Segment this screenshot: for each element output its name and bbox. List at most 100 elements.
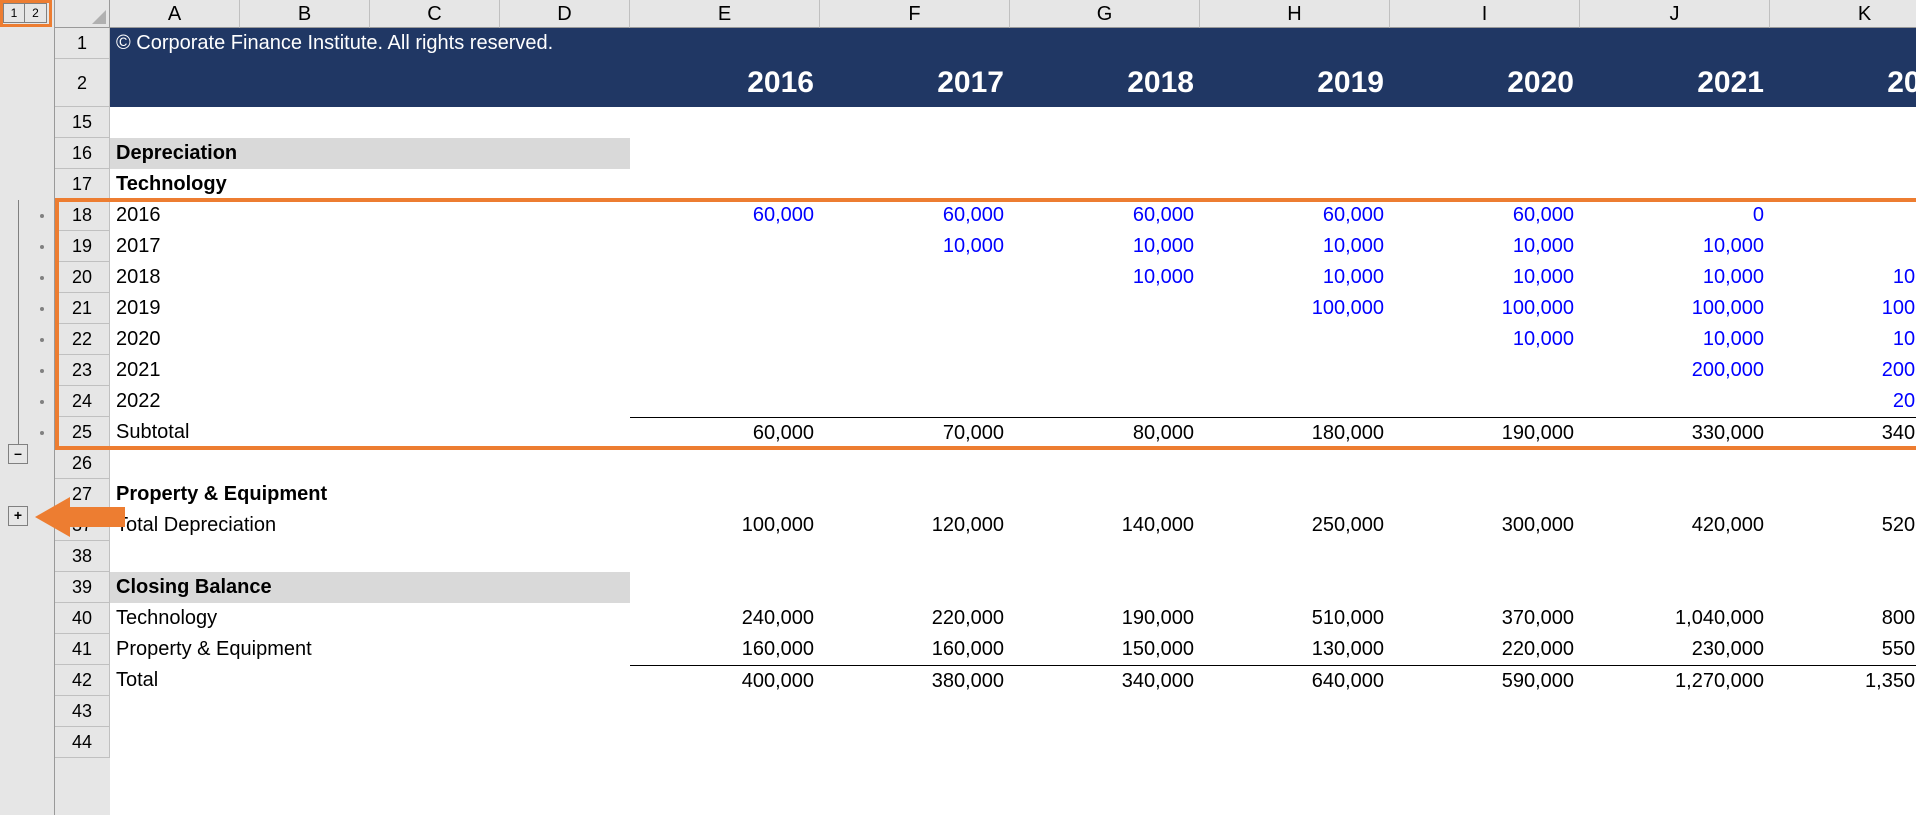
row-header-27[interactable]: 27 <box>55 479 110 510</box>
select-all-cell[interactable] <box>55 0 110 28</box>
row-header-17[interactable]: 17 <box>55 169 110 200</box>
closing-total-cell[interactable]: 400,000 <box>630 665 820 696</box>
value-cell[interactable]: 10,000 <box>1010 262 1200 293</box>
row-header-44[interactable]: 44 <box>55 727 110 758</box>
value-cell[interactable]: 10,000 <box>1390 324 1580 355</box>
year-header-2018[interactable]: 2018 <box>1010 59 1200 107</box>
subtotal-cell[interactable]: 330,000 <box>1580 417 1770 448</box>
value-cell[interactable]: 0 <box>1770 200 1916 231</box>
closing-pe-cell[interactable]: 220,000 <box>1390 634 1580 665</box>
value-cell[interactable]: 10,000 <box>1580 231 1770 262</box>
section-header-closing[interactable]: Closing Balance <box>110 572 630 603</box>
column-header-D[interactable]: D <box>500 0 630 28</box>
value-cell[interactable]: 60,000 <box>820 200 1010 231</box>
closing-total-label[interactable]: Total <box>110 665 630 696</box>
total-dep-cell[interactable]: 300,000 <box>1390 510 1580 541</box>
closing-pe-label[interactable]: Property & Equipment <box>110 634 630 665</box>
closing-total-cell[interactable]: 640,000 <box>1200 665 1390 696</box>
value-cell[interactable]: 60,000 <box>1200 200 1390 231</box>
subtotal-label[interactable]: Subtotal <box>110 417 630 448</box>
value-cell[interactable]: 100,000 <box>1200 293 1390 324</box>
closing-pe-cell[interactable]: 160,000 <box>630 634 820 665</box>
total-dep-cell[interactable]: 420,000 <box>1580 510 1770 541</box>
closing-tech-label[interactable]: Technology <box>110 603 630 634</box>
value-cell[interactable]: 60,000 <box>1390 200 1580 231</box>
closing-total-cell[interactable]: 340,000 <box>1010 665 1200 696</box>
year-label-2018[interactable]: 2018 <box>110 262 630 293</box>
year-label-2020[interactable]: 2020 <box>110 324 630 355</box>
total-dep-cell[interactable]: 120,000 <box>820 510 1010 541</box>
value-cell[interactable]: 0 <box>1770 231 1916 262</box>
value-cell[interactable]: 200,000 <box>1580 355 1770 386</box>
column-header-K[interactable]: K <box>1770 0 1916 28</box>
row-header-23[interactable]: 23 <box>55 355 110 386</box>
year-label-2022[interactable]: 2022 <box>110 386 630 417</box>
row-header-18[interactable]: 18 <box>55 200 110 231</box>
row-header-1[interactable]: 1 <box>55 28 110 59</box>
value-cell[interactable]: 10,000 <box>1200 262 1390 293</box>
closing-total-cell[interactable]: 1,270,000 <box>1580 665 1770 696</box>
row-header-42[interactable]: 42 <box>55 665 110 696</box>
year-header-2017[interactable]: 2017 <box>820 59 1010 107</box>
value-cell[interactable]: 10,000 <box>1580 324 1770 355</box>
value-cell[interactable]: 10,000 <box>1390 231 1580 262</box>
closing-tech-cell[interactable]: 240,000 <box>630 603 820 634</box>
row-header-25[interactable]: 25 <box>55 417 110 448</box>
closing-tech-cell[interactable]: 1,040,000 <box>1580 603 1770 634</box>
subtotal-cell[interactable]: 80,000 <box>1010 417 1200 448</box>
column-header-G[interactable]: G <box>1010 0 1200 28</box>
subtotal-cell[interactable]: 340,000 <box>1770 417 1916 448</box>
closing-pe-cell[interactable]: 550,000 <box>1770 634 1916 665</box>
row-header-26[interactable]: 26 <box>55 448 110 479</box>
outline-level-1[interactable]: 1 <box>3 3 25 23</box>
total-dep-cell[interactable]: 100,000 <box>630 510 820 541</box>
column-header-A[interactable]: A <box>110 0 240 28</box>
outline-expand-button[interactable]: + <box>8 506 28 526</box>
row-header-43[interactable]: 43 <box>55 696 110 727</box>
year-header-2016[interactable]: 2016 <box>630 59 820 107</box>
column-header-H[interactable]: H <box>1200 0 1390 28</box>
section-header-depreciation[interactable]: Depreciation <box>110 138 630 169</box>
year-header-2020[interactable]: 2020 <box>1390 59 1580 107</box>
value-cell[interactable]: 100,000 <box>1580 293 1770 324</box>
closing-pe-cell[interactable]: 150,000 <box>1010 634 1200 665</box>
closing-pe-cell[interactable]: 160,000 <box>820 634 1010 665</box>
column-header-J[interactable]: J <box>1580 0 1770 28</box>
value-cell[interactable]: 10,000 <box>820 231 1010 262</box>
value-cell[interactable]: 0 <box>1580 200 1770 231</box>
row-header-16[interactable]: 16 <box>55 138 110 169</box>
closing-tech-cell[interactable]: 220,000 <box>820 603 1010 634</box>
value-cell[interactable]: 10,000 <box>1200 231 1390 262</box>
value-cell[interactable]: 200,000 <box>1770 355 1916 386</box>
value-cell[interactable]: 100,000 <box>1770 293 1916 324</box>
section-header-technology[interactable]: Technology <box>110 169 630 200</box>
column-header-E[interactable]: E <box>630 0 820 28</box>
subtotal-cell[interactable]: 180,000 <box>1200 417 1390 448</box>
total-dep-cell[interactable]: 250,000 <box>1200 510 1390 541</box>
total-dep-cell[interactable]: 140,000 <box>1010 510 1200 541</box>
outline-level-2[interactable]: 2 <box>25 3 47 23</box>
value-cell[interactable]: 100,000 <box>1390 293 1580 324</box>
value-cell[interactable]: 10,000 <box>1580 262 1770 293</box>
section-header-property[interactable]: Property & Equipment <box>110 479 630 510</box>
closing-pe-cell[interactable]: 130,000 <box>1200 634 1390 665</box>
closing-tech-cell[interactable]: 190,000 <box>1010 603 1200 634</box>
row-header-21[interactable]: 21 <box>55 293 110 324</box>
subtotal-cell[interactable]: 60,000 <box>630 417 820 448</box>
closing-tech-cell[interactable]: 800,000 <box>1770 603 1916 634</box>
copyright-text[interactable]: © Corporate Finance Institute. All right… <box>110 28 1916 59</box>
row-header-24[interactable]: 24 <box>55 386 110 417</box>
column-header-I[interactable]: I <box>1390 0 1580 28</box>
outline-collapse-button[interactable]: – <box>8 444 28 464</box>
closing-tech-cell[interactable]: 510,000 <box>1200 603 1390 634</box>
row-header-40[interactable]: 40 <box>55 603 110 634</box>
closing-total-cell[interactable]: 1,350,000 <box>1770 665 1916 696</box>
row-header-38[interactable]: 38 <box>55 541 110 572</box>
total-dep-cell[interactable]: 520,000 <box>1770 510 1916 541</box>
column-header-F[interactable]: F <box>820 0 1010 28</box>
closing-pe-cell[interactable]: 230,000 <box>1580 634 1770 665</box>
row-header-20[interactable]: 20 <box>55 262 110 293</box>
total-depreciation-label[interactable]: Total Depreciation <box>110 510 630 541</box>
year-header-2021[interactable]: 2021 <box>1580 59 1770 107</box>
year-label-2016[interactable]: 2016 <box>110 200 630 231</box>
